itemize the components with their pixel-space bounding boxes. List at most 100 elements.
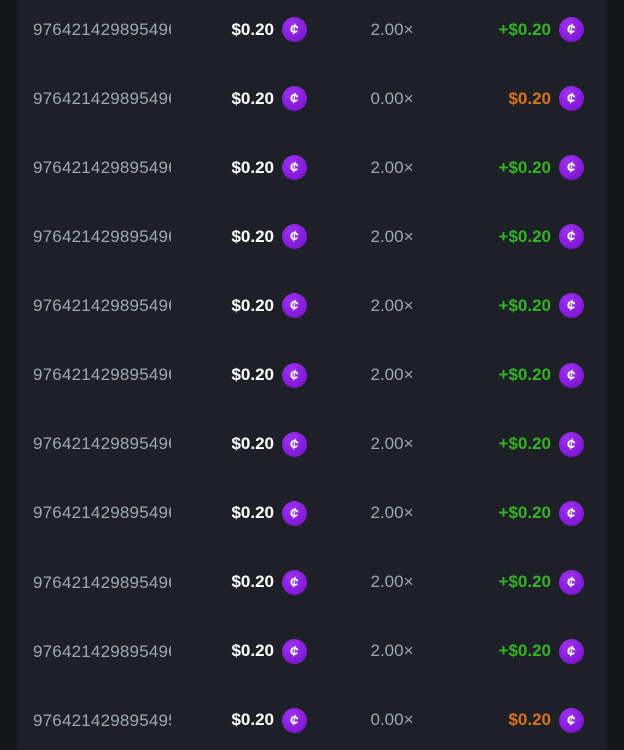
multiplier-value: 2.00×: [370, 157, 414, 177]
payout-value: +$0.20: [498, 641, 551, 661]
multiplier: 2.00×: [307, 20, 477, 40]
bet-id-value: 976421429895496: [33, 641, 171, 661]
coin-icon: ¢: [282, 500, 307, 526]
bet-amount-value: $0.20: [231, 365, 274, 385]
multiplier: 0.00×: [307, 89, 477, 109]
multiplier: 2.00×: [307, 641, 477, 661]
coin-icon: ¢: [559, 293, 584, 319]
bet-id-value: 976421429895496: [33, 503, 171, 523]
bet-amount: $0.20 ¢: [217, 431, 307, 457]
payout: +$0.20 ¢: [477, 431, 607, 457]
coin-icon: ¢: [559, 17, 584, 43]
coin-icon: ¢: [559, 500, 584, 526]
multiplier-value: 0.00×: [370, 710, 414, 730]
bet-id: 976421429895496: [17, 641, 217, 662]
bet-row[interactable]: 976421429895496 $0.20 ¢ 2.00× +$0.20 ¢: [17, 0, 607, 64]
coin-icon: ¢: [559, 638, 584, 664]
multiplier-value: 2.00×: [370, 226, 414, 246]
bet-id-value: 976421429895495: [33, 710, 171, 730]
payout: +$0.20 ¢: [477, 569, 607, 595]
coin-icon: ¢: [559, 86, 584, 112]
bet-id: 976421429895496: [17, 434, 217, 455]
bet-amount: $0.20 ¢: [217, 569, 307, 595]
bet-id: 976421429895496: [17, 157, 217, 178]
bet-table-body: 976421429895496 $0.20 ¢ 2.00× +$0.20 ¢ 9…: [17, 0, 607, 750]
bet-id: 976421429895496: [17, 88, 217, 109]
payout-value: $0.20: [508, 710, 551, 730]
payout-value: +$0.20: [498, 19, 551, 39]
bet-row[interactable]: 976421429895496 $0.20 ¢ 0.00× $0.20 ¢: [17, 64, 607, 133]
bet-amount-value: $0.20: [231, 157, 274, 177]
coin-icon: ¢: [282, 17, 307, 43]
coin-icon: ¢: [282, 569, 307, 595]
bet-amount-value: $0.20: [231, 572, 274, 592]
bet-id: 976421429895496: [17, 572, 217, 593]
bet-amount-value: $0.20: [231, 710, 274, 730]
payout: $0.20 ¢: [477, 707, 607, 733]
bet-amount: $0.20 ¢: [217, 362, 307, 388]
bet-row[interactable]: 976421429895496 $0.20 ¢ 2.00× +$0.20 ¢: [17, 410, 607, 479]
coin-icon: ¢: [559, 707, 584, 733]
payout-value: $0.20: [508, 88, 551, 108]
bet-amount: $0.20 ¢: [217, 638, 307, 664]
bet-row[interactable]: 976421429895496 $0.20 ¢ 2.00× +$0.20 ¢: [17, 617, 607, 686]
payout: +$0.20 ¢: [477, 155, 607, 181]
bet-id-value: 976421429895496: [33, 88, 171, 108]
bet-row[interactable]: 976421429895496 $0.20 ¢ 2.00× +$0.20 ¢: [17, 133, 607, 202]
bet-amount-value: $0.20: [231, 88, 274, 108]
payout: +$0.20 ¢: [477, 17, 607, 43]
bet-amount: $0.20 ¢: [217, 155, 307, 181]
bet-id: 976421429895495: [17, 710, 217, 731]
bet-id: 976421429895496: [17, 503, 217, 524]
bet-row[interactable]: 976421429895495 $0.20 ¢ 0.00× $0.20 ¢: [17, 686, 607, 750]
bet-history-table: 976421429895496 $0.20 ¢ 2.00× +$0.20 ¢ 9…: [17, 0, 607, 750]
multiplier-value: 2.00×: [370, 365, 414, 385]
multiplier-value: 2.00×: [370, 572, 414, 592]
coin-icon: ¢: [282, 362, 307, 388]
multiplier: 2.00×: [307, 296, 477, 316]
bet-amount-value: $0.20: [231, 295, 274, 315]
coin-icon: ¢: [559, 155, 584, 181]
bet-amount: $0.20 ¢: [217, 86, 307, 112]
bet-amount-value: $0.20: [231, 226, 274, 246]
bet-id-value: 976421429895496: [33, 365, 171, 385]
bet-row[interactable]: 976421429895496 $0.20 ¢ 2.00× +$0.20 ¢: [17, 271, 607, 340]
bet-id-value: 976421429895496: [33, 572, 171, 592]
bet-amount-value: $0.20: [231, 434, 274, 454]
bet-row[interactable]: 976421429895496 $0.20 ¢ 2.00× +$0.20 ¢: [17, 479, 607, 548]
bet-id: 976421429895496: [17, 365, 217, 386]
multiplier: 2.00×: [307, 365, 477, 385]
bet-amount: $0.20 ¢: [217, 17, 307, 43]
payout-value: +$0.20: [498, 226, 551, 246]
payout-value: +$0.20: [498, 434, 551, 454]
payout-value: +$0.20: [498, 503, 551, 523]
multiplier-value: 2.00×: [370, 295, 414, 315]
multiplier-value: 2.00×: [370, 434, 414, 454]
bet-row[interactable]: 976421429895496 $0.20 ¢ 2.00× +$0.20 ¢: [17, 202, 607, 271]
bet-row[interactable]: 976421429895496 $0.20 ¢ 2.00× +$0.20 ¢: [17, 548, 607, 617]
multiplier-value: 0.00×: [370, 88, 414, 108]
bet-id-value: 976421429895496: [33, 19, 171, 39]
payout-value: +$0.20: [498, 295, 551, 315]
coin-icon: ¢: [282, 293, 307, 319]
bet-amount: $0.20 ¢: [217, 500, 307, 526]
multiplier: 2.00×: [307, 158, 477, 178]
bet-row[interactable]: 976421429895496 $0.20 ¢ 2.00× +$0.20 ¢: [17, 340, 607, 409]
payout-value: +$0.20: [498, 365, 551, 385]
bet-id: 976421429895496: [17, 227, 217, 248]
coin-icon: ¢: [282, 431, 307, 457]
multiplier: 2.00×: [307, 227, 477, 247]
payout: +$0.20 ¢: [477, 362, 607, 388]
multiplier: 2.00×: [307, 434, 477, 454]
coin-icon: ¢: [282, 224, 307, 250]
bet-id-value: 976421429895496: [33, 434, 171, 454]
payout-value: +$0.20: [498, 157, 551, 177]
bet-amount: $0.20 ¢: [217, 707, 307, 733]
coin-icon: ¢: [559, 224, 584, 250]
bet-amount: $0.20 ¢: [217, 224, 307, 250]
payout: $0.20 ¢: [477, 86, 607, 112]
coin-icon: ¢: [559, 431, 584, 457]
multiplier-value: 2.00×: [370, 503, 414, 523]
coin-icon: ¢: [559, 569, 584, 595]
coin-icon: ¢: [559, 362, 584, 388]
